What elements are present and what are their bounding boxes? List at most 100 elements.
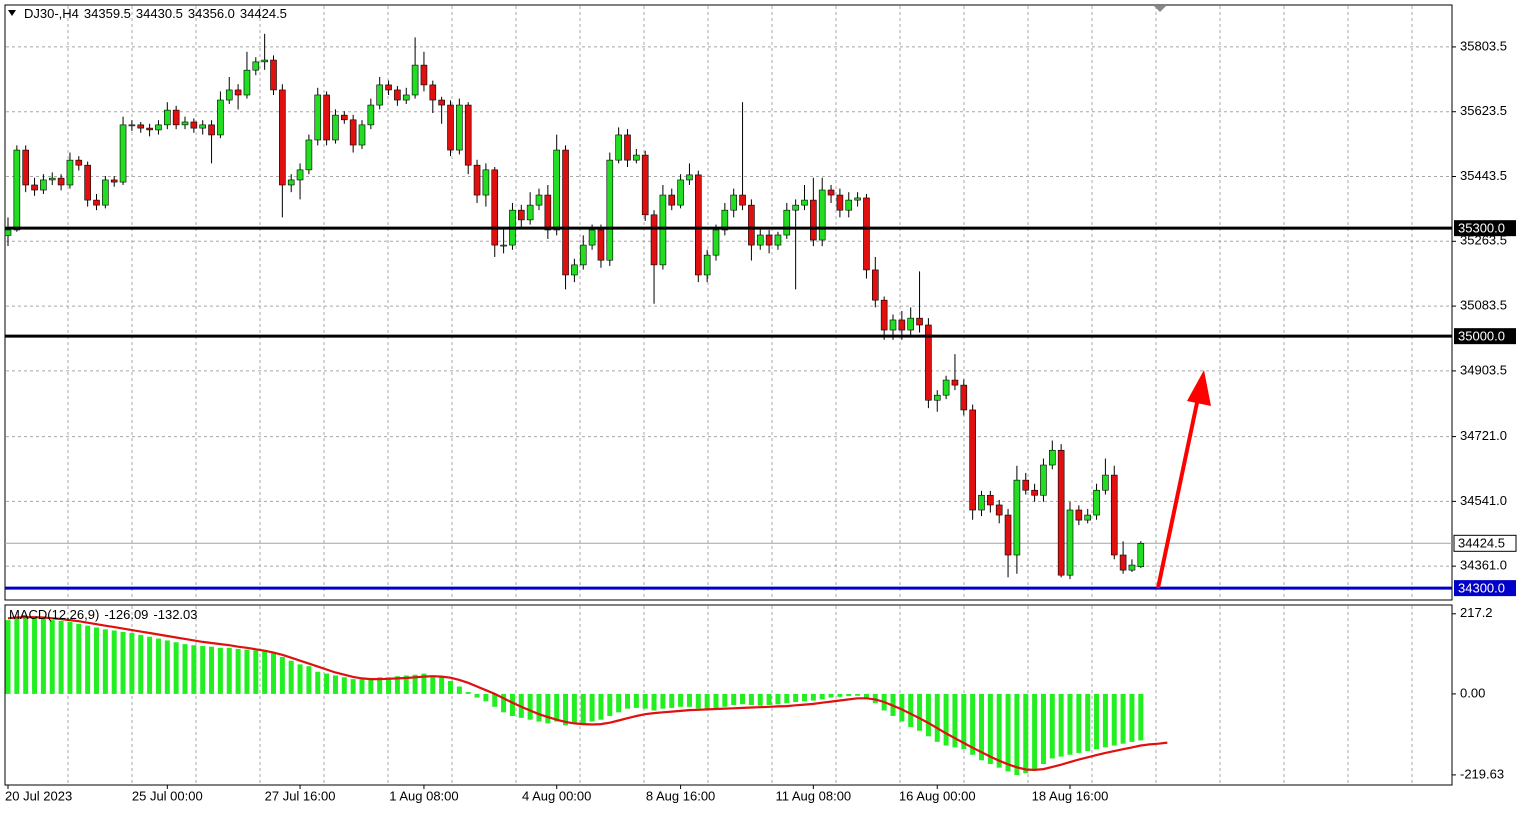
candle-body xyxy=(1102,474,1109,491)
macd-bar xyxy=(660,693,666,709)
candle-body xyxy=(57,177,65,186)
candle-body xyxy=(279,89,286,186)
candle-body xyxy=(818,189,826,241)
candle-body xyxy=(624,134,631,161)
candle-body xyxy=(1004,514,1012,556)
macd-bar xyxy=(386,677,392,694)
macd-bar xyxy=(332,675,338,694)
macd-bar xyxy=(1120,693,1126,744)
candle-body xyxy=(969,409,976,511)
macd-bar xyxy=(439,677,445,694)
macd-bar xyxy=(757,693,763,706)
candle-body xyxy=(544,194,552,231)
x-tick-label: 25 Jul 00:00 xyxy=(132,788,203,803)
macd-bar xyxy=(908,693,914,728)
macd-bar xyxy=(607,693,613,717)
candle-body xyxy=(1040,464,1047,496)
macd-bar xyxy=(642,693,648,709)
candle-body xyxy=(588,229,596,246)
candle-body xyxy=(438,99,445,106)
macd-bar xyxy=(368,678,374,694)
macd-bar xyxy=(58,620,64,694)
candle-body xyxy=(172,109,180,126)
y-tick-label: 35443.5 xyxy=(1460,168,1507,183)
candle-body xyxy=(933,394,941,401)
candle-body xyxy=(836,194,844,211)
macd-bar xyxy=(695,693,701,709)
candle-body xyxy=(880,299,888,331)
candle-body xyxy=(146,127,153,131)
candle-body xyxy=(208,124,215,136)
macd-bar xyxy=(76,623,82,694)
candle-body xyxy=(287,179,295,186)
candle-body xyxy=(358,124,366,146)
candle-body xyxy=(66,159,74,186)
macd-bar xyxy=(748,693,754,705)
macd-bar xyxy=(669,693,675,708)
candle-body xyxy=(75,159,83,166)
macd-bar xyxy=(837,693,843,697)
macd-bar xyxy=(943,693,949,746)
x-tick-label: 27 Jul 16:00 xyxy=(265,788,336,803)
x-tick-label: 18 Aug 16:00 xyxy=(1032,788,1109,803)
macd-value: -126.09 xyxy=(104,607,148,622)
macd-bar xyxy=(580,693,586,724)
macd-bar xyxy=(527,693,533,720)
candle-body xyxy=(429,84,437,101)
macd-bar xyxy=(713,693,719,708)
macd-bar xyxy=(979,693,984,761)
level-label-box xyxy=(1454,220,1516,237)
candle-body xyxy=(916,317,923,326)
macd-bar xyxy=(686,693,692,707)
candle-body xyxy=(181,121,189,126)
candle-body xyxy=(22,149,30,186)
candle-body xyxy=(792,204,799,211)
macd-bar xyxy=(315,671,321,694)
macd-bar xyxy=(129,633,135,694)
macd-bar xyxy=(14,618,20,694)
macd-bar xyxy=(32,617,38,694)
candle-body xyxy=(270,59,277,91)
candle-body xyxy=(526,204,534,221)
macd-bar xyxy=(155,638,161,694)
candle-body xyxy=(748,204,755,246)
macd-bar xyxy=(1085,693,1091,752)
candle-body xyxy=(1049,449,1056,466)
candle-body xyxy=(411,64,419,96)
macd-bar xyxy=(94,627,99,694)
candle-body xyxy=(562,149,569,276)
macd-bar xyxy=(722,693,728,707)
candle-body xyxy=(155,124,162,131)
candle-body xyxy=(995,504,1003,516)
candle-body xyxy=(677,179,684,206)
macd-title: MACD(12,26,9) xyxy=(9,607,99,622)
candle-body xyxy=(871,269,879,301)
candle-body xyxy=(464,104,472,166)
macd-bar xyxy=(616,693,622,713)
macd-bar xyxy=(784,693,790,704)
macd-bar xyxy=(492,693,498,707)
candle-body xyxy=(730,194,738,211)
macd-bar xyxy=(23,616,29,694)
y-tick-label: 217.2 xyxy=(1460,605,1493,620)
macd-bar xyxy=(1040,693,1046,764)
macd-bar xyxy=(509,693,515,717)
candle-body xyxy=(119,124,127,183)
macd-bar xyxy=(85,625,91,694)
macd-bar xyxy=(987,693,993,764)
candle-body xyxy=(1013,479,1021,556)
macd-bar xyxy=(961,693,967,750)
macd-bar xyxy=(430,675,436,694)
candle-body xyxy=(827,189,835,196)
candle-body xyxy=(739,194,746,206)
macd-bar xyxy=(474,693,480,698)
macd-bar xyxy=(182,644,188,694)
y-tick-label: 35623.5 xyxy=(1460,103,1507,118)
macd-bar xyxy=(855,693,861,696)
level-label: 34300.0 xyxy=(1458,581,1505,596)
macd-bar xyxy=(448,680,453,694)
candle-body xyxy=(4,229,12,236)
candle-body xyxy=(261,59,268,63)
